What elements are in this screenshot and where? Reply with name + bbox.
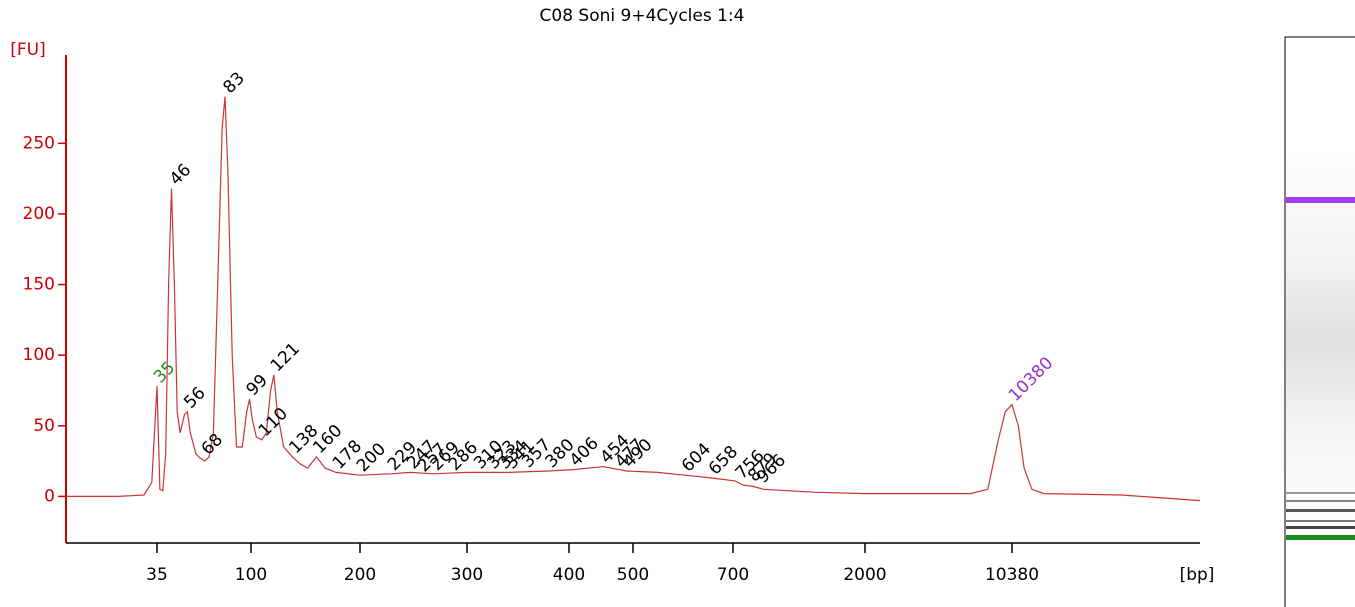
y-tick-label: 200 [23, 204, 55, 224]
peak-label: 56 [180, 383, 209, 412]
peak-label: 68 [198, 430, 227, 459]
trace [66, 96, 1201, 502]
x-tick-label: 2000 [843, 565, 886, 585]
x-tick-label: 700 [717, 565, 749, 585]
gel-band [1286, 535, 1355, 540]
gel-band [1286, 520, 1355, 522]
x-tick-label: 300 [451, 565, 483, 585]
peak-label: 46 [166, 160, 195, 189]
gel-lane [1284, 36, 1355, 607]
gel-band [1286, 492, 1355, 494]
y-tick-label: 150 [23, 275, 55, 295]
y-axis-label: [FU] [10, 40, 46, 60]
y-tick-label: 250 [23, 133, 55, 153]
gel-band [1286, 500, 1355, 502]
peak-label: 110 [255, 404, 292, 441]
gel-band [1286, 526, 1355, 529]
peak-label: 121 [267, 339, 304, 376]
x-tick-label: 200 [344, 565, 376, 585]
gel-band [1286, 509, 1355, 512]
chart-title: C08 Soni 9+4Cycles 1:4 [540, 6, 745, 26]
peak-label: 35 [150, 358, 179, 387]
x-tick-label: 400 [553, 565, 585, 585]
peak-label: 10380 [1005, 353, 1057, 405]
peak-label: 83 [219, 68, 248, 97]
x-tick-label: 35 [146, 565, 168, 585]
x-tick-label: 10380 [985, 565, 1039, 585]
gel-smear [1286, 150, 1355, 530]
y-tick-label: 100 [23, 345, 55, 365]
x-tick-label: 100 [235, 565, 267, 585]
x-axis-label: [bp] [1180, 565, 1215, 585]
x-tick-label: 500 [617, 565, 649, 585]
y-tick-label: 0 [44, 486, 55, 506]
gel-band [1286, 197, 1355, 203]
peak-label: 99 [242, 371, 271, 400]
y-tick-label: 50 [33, 416, 55, 436]
